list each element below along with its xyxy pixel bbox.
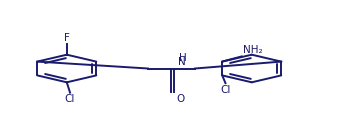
Text: H: H	[179, 53, 187, 63]
Text: O: O	[176, 94, 185, 104]
Text: Cl: Cl	[220, 85, 231, 95]
Text: Cl: Cl	[65, 94, 75, 104]
Text: NH₂: NH₂	[243, 45, 263, 55]
Text: N: N	[177, 57, 185, 67]
Text: F: F	[64, 33, 70, 43]
